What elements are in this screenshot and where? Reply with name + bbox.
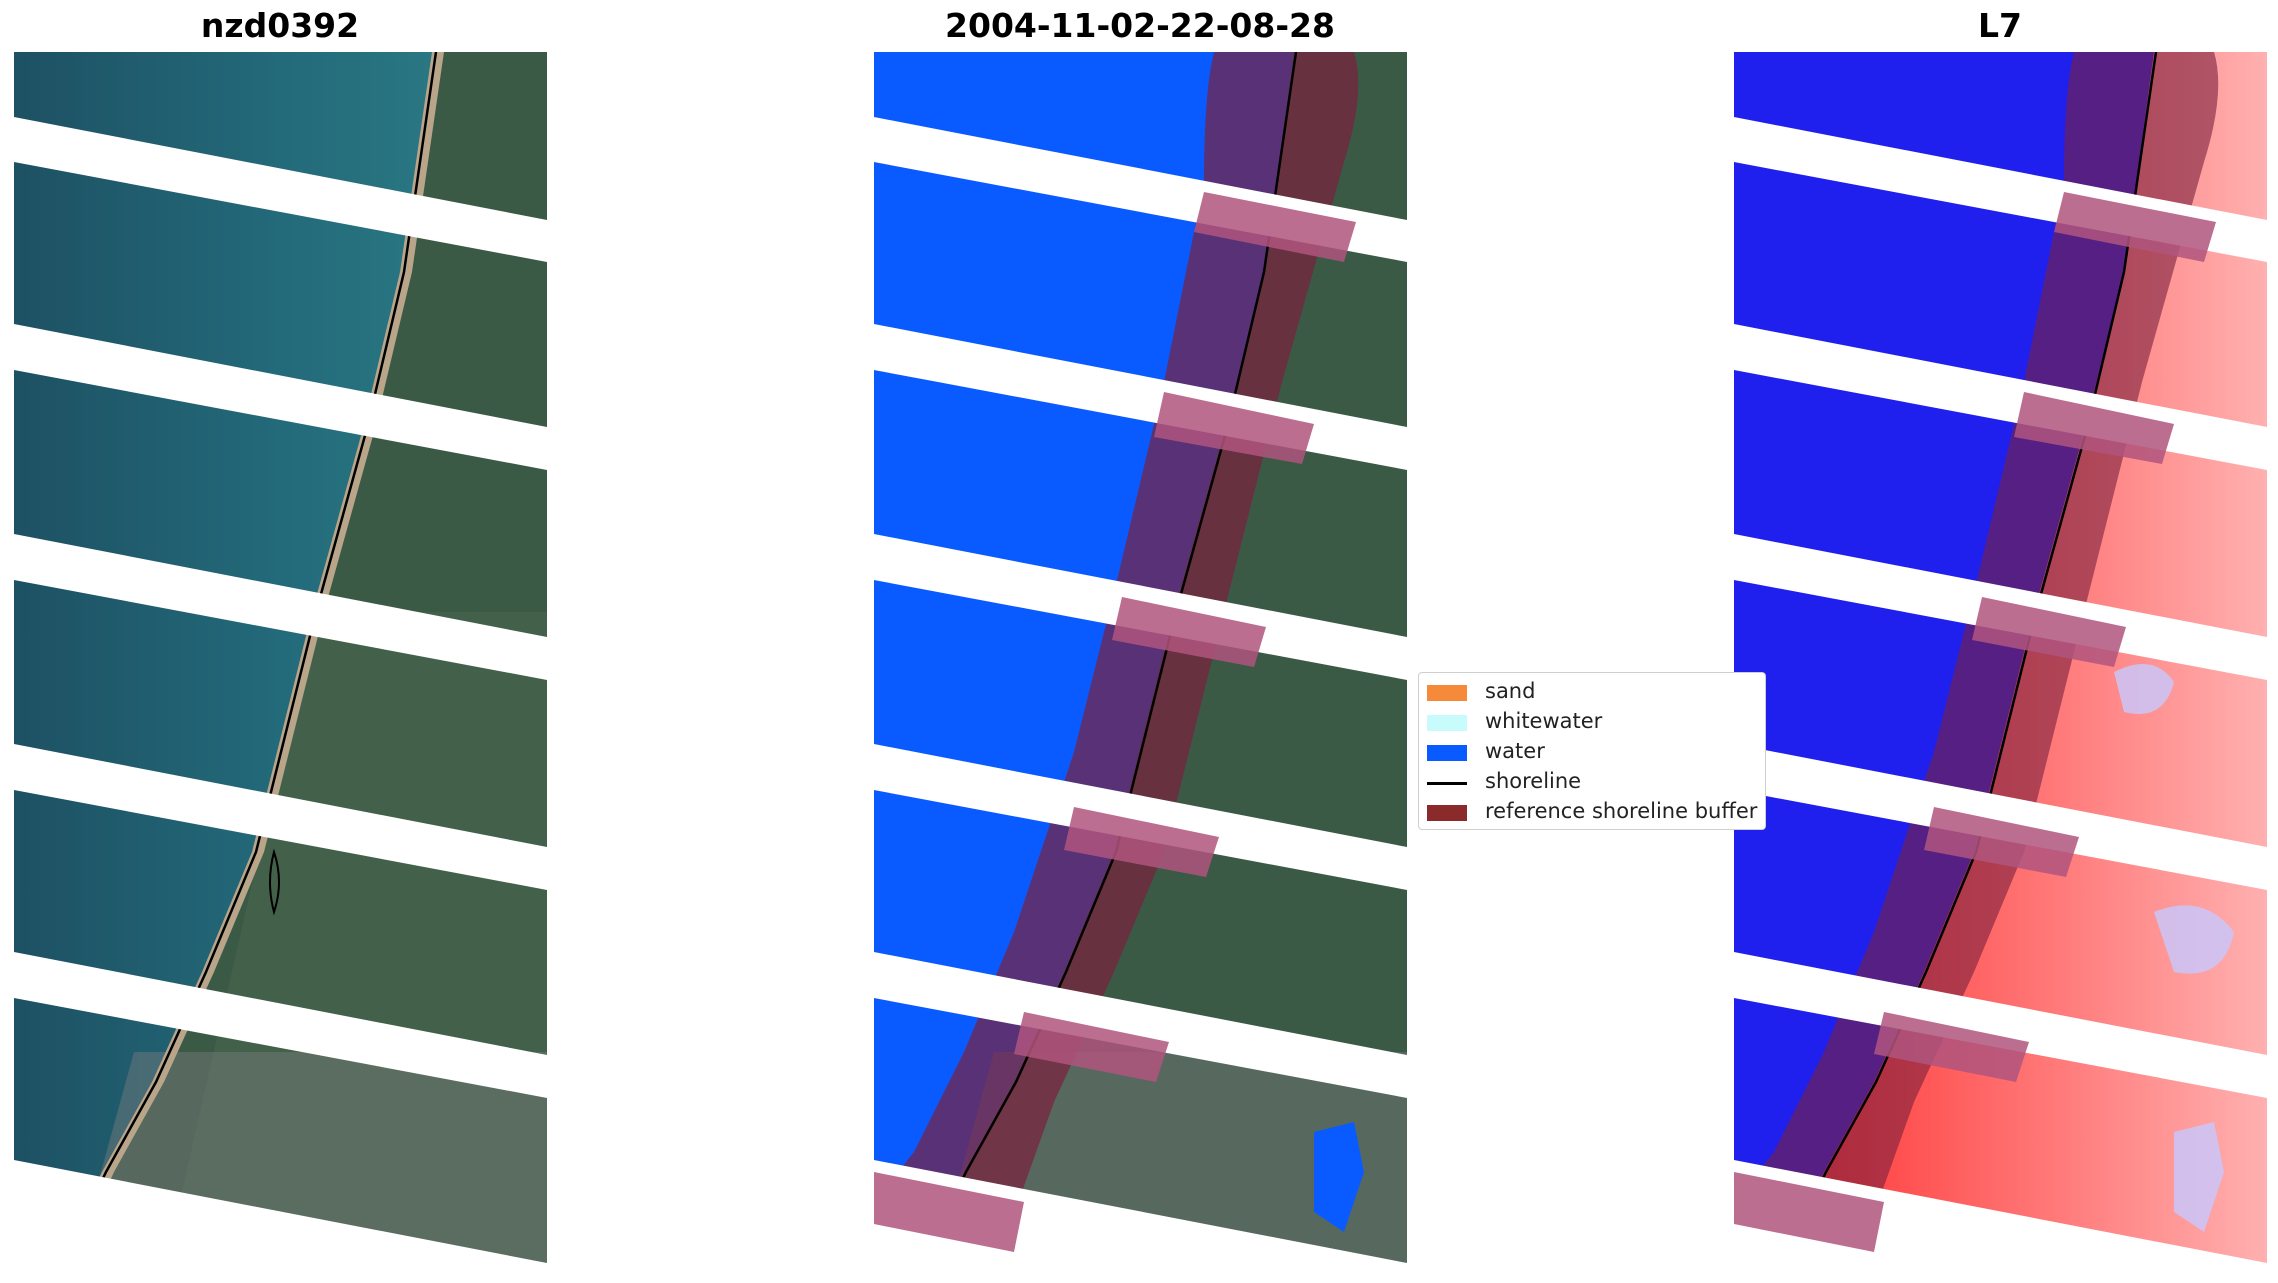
scan-line-gaps xyxy=(874,117,1407,1270)
sand-swatch xyxy=(1427,685,1467,701)
legend-label: water xyxy=(1485,739,1545,763)
legend-item-sand: sand xyxy=(1419,677,1765,707)
panel-title-rgb: nzd0392 xyxy=(200,6,360,45)
buffer-swatch xyxy=(1427,805,1467,821)
legend-label: whitewater xyxy=(1485,709,1603,733)
legend-label: sand xyxy=(1485,679,1536,703)
legend: sand whitewater water shoreline referenc… xyxy=(1418,672,1766,830)
legend-item-buffer: reference shoreline buffer xyxy=(1419,797,1765,827)
legend-item-whitewater: whitewater xyxy=(1419,707,1765,737)
shoreline-line xyxy=(58,52,438,1270)
panel-title-index: L7 xyxy=(1978,6,2022,45)
legend-label: shoreline xyxy=(1485,769,1582,793)
rgb-image-panel xyxy=(14,52,547,1270)
shoreline-buffer xyxy=(1734,52,2219,1270)
index-image-panel xyxy=(1734,52,2267,1270)
legend-item-water: water xyxy=(1419,737,1765,767)
classified-image-panel xyxy=(874,52,1407,1270)
panel-title-classified: 2004-11-02-22-08-28 xyxy=(945,6,1335,45)
legend-item-shoreline: shoreline xyxy=(1419,767,1765,797)
shoreline-swatch xyxy=(1427,782,1467,785)
scan-line-gaps xyxy=(14,117,547,1270)
water-swatch xyxy=(1427,745,1467,761)
shoreline-buffer xyxy=(874,52,1359,1270)
legend-label: reference shoreline buffer xyxy=(1485,799,1758,823)
whitewater-swatch xyxy=(1427,715,1467,731)
